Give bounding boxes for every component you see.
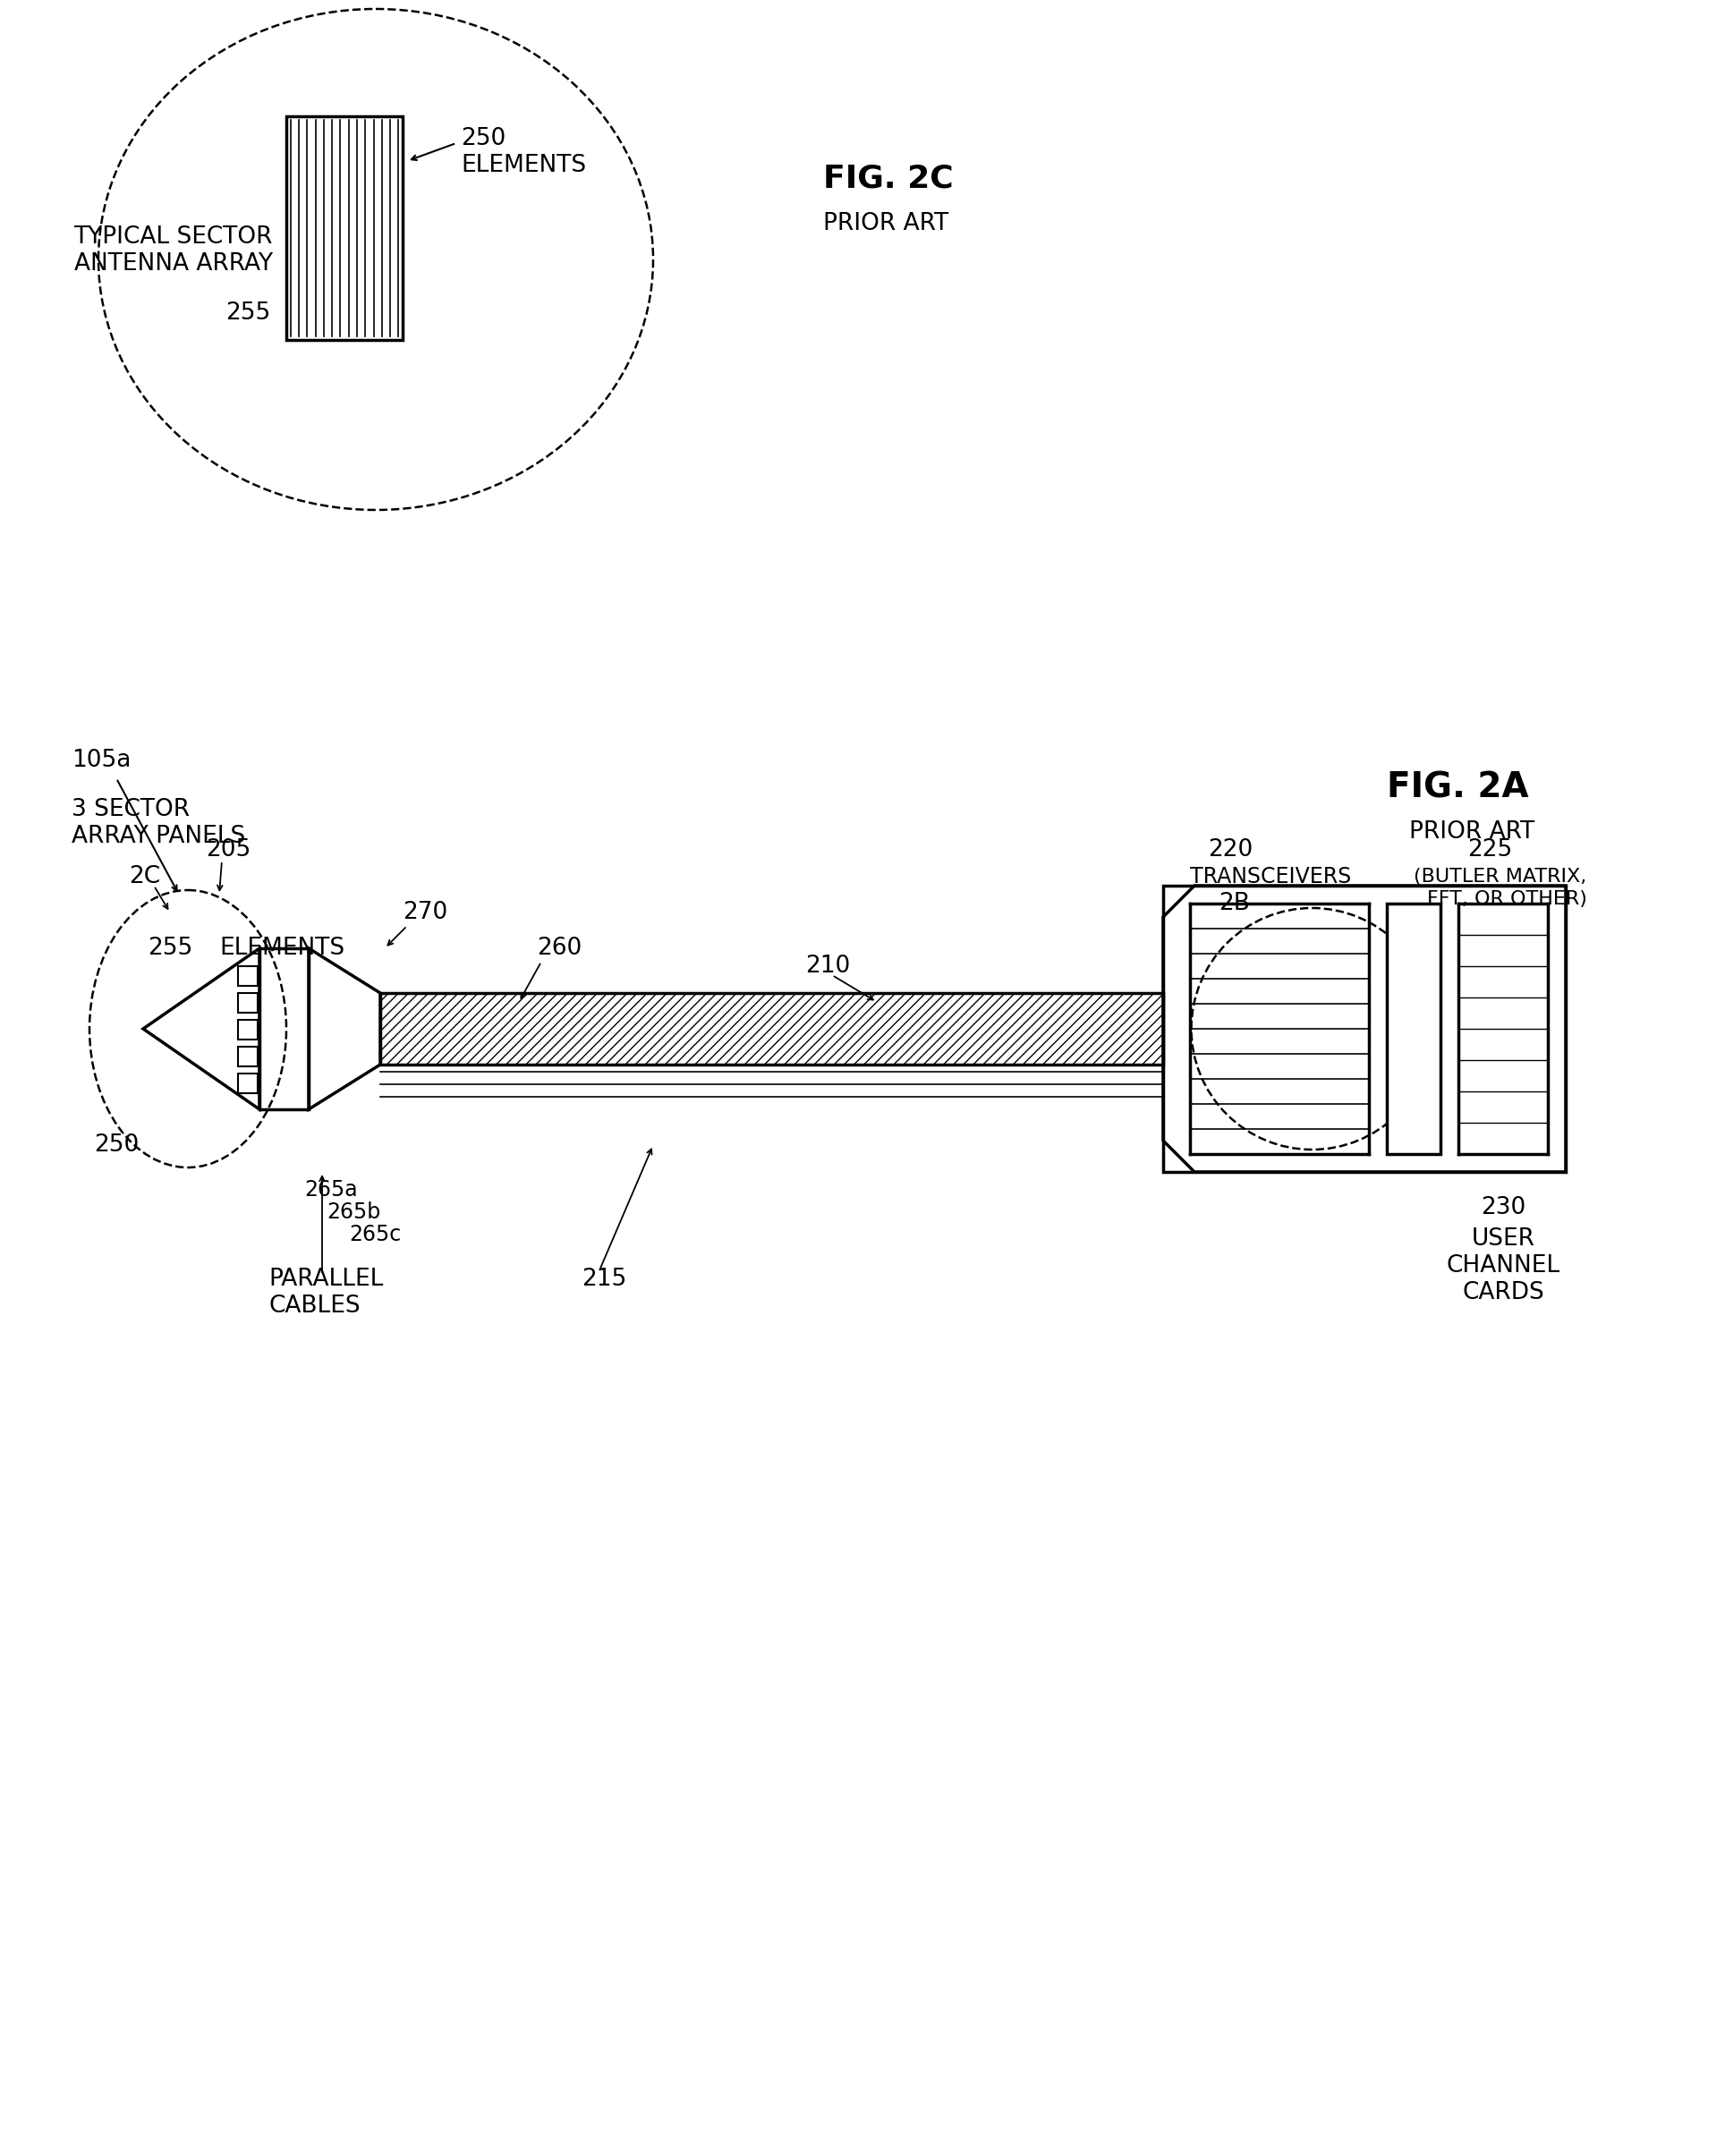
Bar [238,966,257,985]
Text: 205: 205 [205,839,250,862]
Text: TRANSCEIVERS: TRANSCEIVERS [1190,867,1351,888]
Text: ARRAY PANELS: ARRAY PANELS [71,826,245,847]
Bar [238,994,257,1013]
Text: 225: 225 [1468,839,1513,862]
Text: CARDS: CARDS [1463,1281,1544,1304]
Text: 255: 255 [226,302,271,326]
Text: 265c: 265c [348,1225,400,1246]
Text: CHANNEL: CHANNEL [1446,1255,1559,1279]
Bar [1387,903,1440,1153]
Text: TYPICAL SECTOR
ANTENNA ARRAY: TYPICAL SECTOR ANTENNA ARRAY [74,226,273,276]
Text: ELEMENTS: ELEMENTS [461,153,587,177]
Text: (BUTLER MATRIX,: (BUTLER MATRIX, [1414,867,1587,886]
Text: 220: 220 [1208,839,1252,862]
Text: 250: 250 [461,127,505,151]
Bar [238,1020,257,1039]
Text: PRIOR ART: PRIOR ART [1409,819,1535,843]
Text: PARALLEL: PARALLEL [269,1268,383,1291]
Text: 260: 260 [536,936,581,959]
Text: 210: 210 [806,955,850,979]
Text: FIG. 2A: FIG. 2A [1387,770,1528,804]
Text: 230: 230 [1480,1197,1525,1220]
Text: CABLES: CABLES [269,1294,361,1317]
Text: 2B: 2B [1220,893,1251,914]
Text: FIG. 2C: FIG. 2C [823,164,954,194]
Bar [380,994,1163,1065]
Text: 215: 215 [581,1268,626,1291]
Text: ELEMENTS: ELEMENTS [219,936,345,959]
Bar [259,949,309,1110]
Text: FFT, OR OTHER): FFT, OR OTHER) [1427,890,1587,908]
Text: 3 SECTOR: 3 SECTOR [71,798,190,821]
Text: 105a: 105a [71,748,131,772]
Text: 270: 270 [402,901,447,925]
Text: PRIOR ART: PRIOR ART [823,211,949,235]
Text: 265a: 265a [304,1179,357,1201]
Bar [238,1046,257,1067]
Bar [1163,886,1566,1173]
Bar [238,1074,257,1093]
Text: USER: USER [1471,1227,1535,1250]
Text: 250: 250 [93,1134,138,1158]
Bar [286,116,402,341]
Text: 265b: 265b [326,1201,381,1222]
Text: 255: 255 [147,936,193,959]
Text: 2C: 2C [129,865,160,888]
